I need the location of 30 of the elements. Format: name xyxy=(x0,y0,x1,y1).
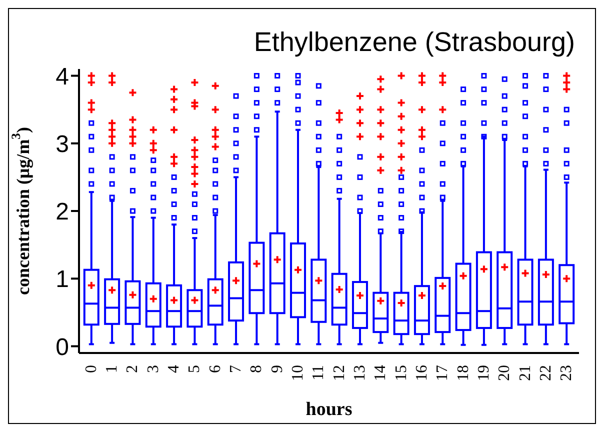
x-tick-label: 16 xyxy=(413,365,430,381)
x-tick-label: 18 xyxy=(454,365,472,381)
x-tick-label: 14 xyxy=(372,365,390,381)
y-tick-label: 1 xyxy=(56,266,69,294)
x-tick-label: 11 xyxy=(310,365,328,380)
y-tick-label: 2 xyxy=(56,198,69,226)
x-tick-label: 3 xyxy=(144,365,162,373)
y-tick-label: 4 xyxy=(56,63,69,90)
y-tick-label: 3 xyxy=(56,130,69,158)
x-axis-title: hours xyxy=(306,399,352,420)
x-tick-label: 12 xyxy=(330,365,348,381)
x-tick-label: 2 xyxy=(124,365,142,373)
x-tick-label: 10 xyxy=(290,365,307,381)
x-tick-label: 15 xyxy=(392,365,410,381)
x-tick-label: 23 xyxy=(558,365,576,381)
x-tick-label: 6 xyxy=(206,365,224,373)
x-tick-label: 19 xyxy=(475,365,492,381)
x-tick-label: 17 xyxy=(434,365,452,381)
x-tick-label: 22 xyxy=(537,365,554,381)
x-tick-label: 13 xyxy=(351,365,368,381)
x-tick-label: 7 xyxy=(228,365,245,373)
x-tick-label: 1 xyxy=(104,365,121,373)
chart-title: Ethylbenzene (Strasbourg) xyxy=(254,27,575,57)
x-tick-label: 4 xyxy=(166,365,183,373)
x-tick-label: 8 xyxy=(248,365,266,373)
x-tick-label: 5 xyxy=(186,365,204,373)
x-tick-label: 0 xyxy=(82,365,100,373)
x-tick-label: 20 xyxy=(496,365,514,381)
x-tick-label: 9 xyxy=(268,365,286,373)
x-tick-label: 21 xyxy=(516,365,534,381)
